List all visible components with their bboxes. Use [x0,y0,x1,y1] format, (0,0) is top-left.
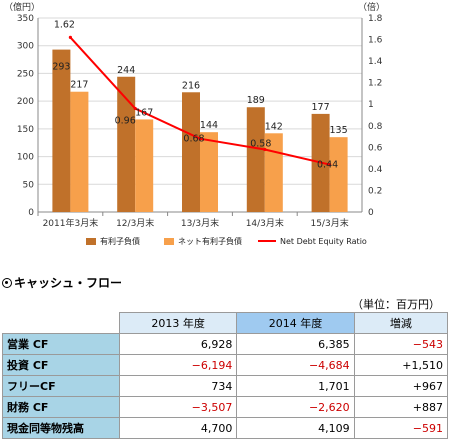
legend-swatch-net-interest-bearing-debt [164,238,174,245]
y-right-tick: 0.2 [368,186,382,196]
y-right-tick: 0.6 [368,143,383,153]
row-label: 財務 CF [2,396,120,418]
data-label-interest-bearing-debt: 189 [247,95,265,106]
y-left-tick: 150 [17,125,34,135]
data-label-net-interest-bearing-debt: 217 [70,80,88,91]
table-row: 財務 CF −3,507 −2,620 +887 [2,396,449,418]
y-left-tick: 50 [23,180,35,190]
value-change: −591 [353,417,449,439]
y-right-tick: 1.4 [368,57,383,67]
value-2013: 6,928 [118,333,238,355]
value-2014: 4,109 [236,417,355,439]
bar-net-interest-bearing-debt [70,91,89,212]
legend-label-interest-bearing-debt: 有利子負債 [100,236,140,246]
table-row: 投資 CF −6,194 −4,684 +1,510 [2,354,449,376]
line-point [198,137,202,141]
y-right-tick: 0.8 [368,122,383,132]
line-point [133,106,137,111]
y-right-tick: 1 [368,100,374,110]
data-label-interest-bearing-debt: 293 [52,62,70,73]
value-2014: −4,684 [236,354,355,376]
value-2013: −6,194 [118,354,238,376]
value-change: +887 [353,396,449,418]
bar-interest-bearing-debt [117,76,136,212]
line-point [263,147,267,152]
data-label-ratio: 0.68 [183,134,204,145]
data-label-interest-bearing-debt: 244 [117,65,135,76]
x-tick-label: 14/3月末 [246,217,284,229]
cashflow-title-text: キャッシュ・フロー [14,276,123,290]
x-tick-label: 2011年3月末 [43,217,99,229]
value-change: +1,510 [353,354,449,376]
bar-interest-bearing-debt [246,107,265,212]
value-change: −543 [353,333,449,355]
legend-label-ratio: Net Debt Equity Ratio [280,237,367,246]
value-change: +967 [353,375,449,397]
line-point [68,35,72,40]
header-2014: 2014 年度 [236,312,355,334]
header-change: 増減 [353,312,449,334]
value-2013: 734 [118,375,238,397]
x-tick-label: 12/3月末 [116,217,154,229]
bar-net-interest-bearing-debt [135,119,154,212]
debt-chart: 0 50 100 150 200 250 300 350 0 0.2 0.4 0.6 0.8 1 1.2 1.… [4,1,385,246]
row-label: 現金同等物残高 [2,417,120,439]
x-tick-label: 15/3月末 [310,217,348,229]
table-row: 営業 CF 6,928 6,385 −543 [2,333,449,355]
data-label-ratio: 0.44 [317,160,338,171]
data-label-interest-bearing-debt: 216 [182,80,200,91]
legend-label-net-interest-bearing-debt: ネット有利子負債 [178,236,242,246]
table-header-row: 2013 年度 2014 年度 増減 [2,312,449,334]
bar-interest-bearing-debt [52,49,71,212]
y-right-tick: 1.8 [368,14,383,24]
data-label-ratio: 0.58 [250,138,271,149]
data-label-net-interest-bearing-debt: 144 [200,120,218,131]
cashflow-table: 2013 年度 2014 年度 増減 営業 CF 6,928 6,385 −543 投資… [2,312,449,439]
table-row: フリーCF 734 1,701 +967 [2,375,449,397]
data-label-ratio: 1.62 [54,19,75,30]
cashflow-section-title: キャッシュ・フロー [2,274,122,291]
data-label-ratio: 0.96 [115,116,136,127]
value-2014: 1,701 [236,375,355,397]
data-label-interest-bearing-debt: 177 [312,102,330,113]
line-point [328,162,332,167]
y-left-tick: 200 [17,97,34,107]
row-label: 営業 CF [2,333,120,355]
y-left-tick: 0 [28,208,34,218]
header-2013: 2013 年度 [118,312,238,334]
bar-net-interest-bearing-debt [329,137,348,212]
x-tick-label: 13/3月末 [181,217,219,229]
y-left-tick: 350 [17,14,34,24]
y-right-tick: 0 [368,208,374,218]
y-right-axis-label: （倍） [358,1,385,13]
data-label-net-interest-bearing-debt: 142 [265,121,283,132]
legend-swatch-interest-bearing-debt [86,238,96,245]
y-right-tick: 1.6 [368,36,383,46]
y-left-tick: 100 [17,153,34,163]
y-left-axis-label: （億円） [4,1,40,13]
value-2013: −3,507 [118,396,238,418]
table-row: 現金同等物残高 4,700 4,109 −591 [2,417,449,439]
y-right-tick: 0.4 [368,165,383,175]
row-label: 投資 CF [2,354,120,376]
data-label-net-interest-bearing-debt: 167 [135,107,153,118]
value-2014: −2,620 [236,396,355,418]
bar-net-interest-bearing-debt [200,132,218,212]
data-label-net-interest-bearing-debt: 135 [330,125,348,136]
y-left-tick: 250 [17,69,34,79]
value-2014: 6,385 [236,333,355,355]
bar-interest-bearing-debt [182,92,200,212]
header-blank-cell [2,312,120,334]
value-2013: 4,700 [118,417,238,439]
y-right-tick: 1.2 [368,79,382,89]
row-label: フリーCF [2,375,120,397]
y-left-tick: 300 [17,42,34,52]
unit-label: （単位：百万円） [352,298,440,311]
bullet-circle-icon [2,277,12,288]
